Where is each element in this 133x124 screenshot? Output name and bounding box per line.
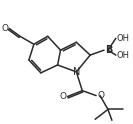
Text: N: N	[73, 67, 80, 77]
Text: O: O	[97, 91, 104, 100]
Text: OH: OH	[117, 51, 130, 60]
Text: O: O	[59, 92, 66, 101]
Text: OH: OH	[117, 34, 130, 43]
Text: B: B	[105, 45, 112, 55]
Text: O: O	[1, 24, 8, 33]
